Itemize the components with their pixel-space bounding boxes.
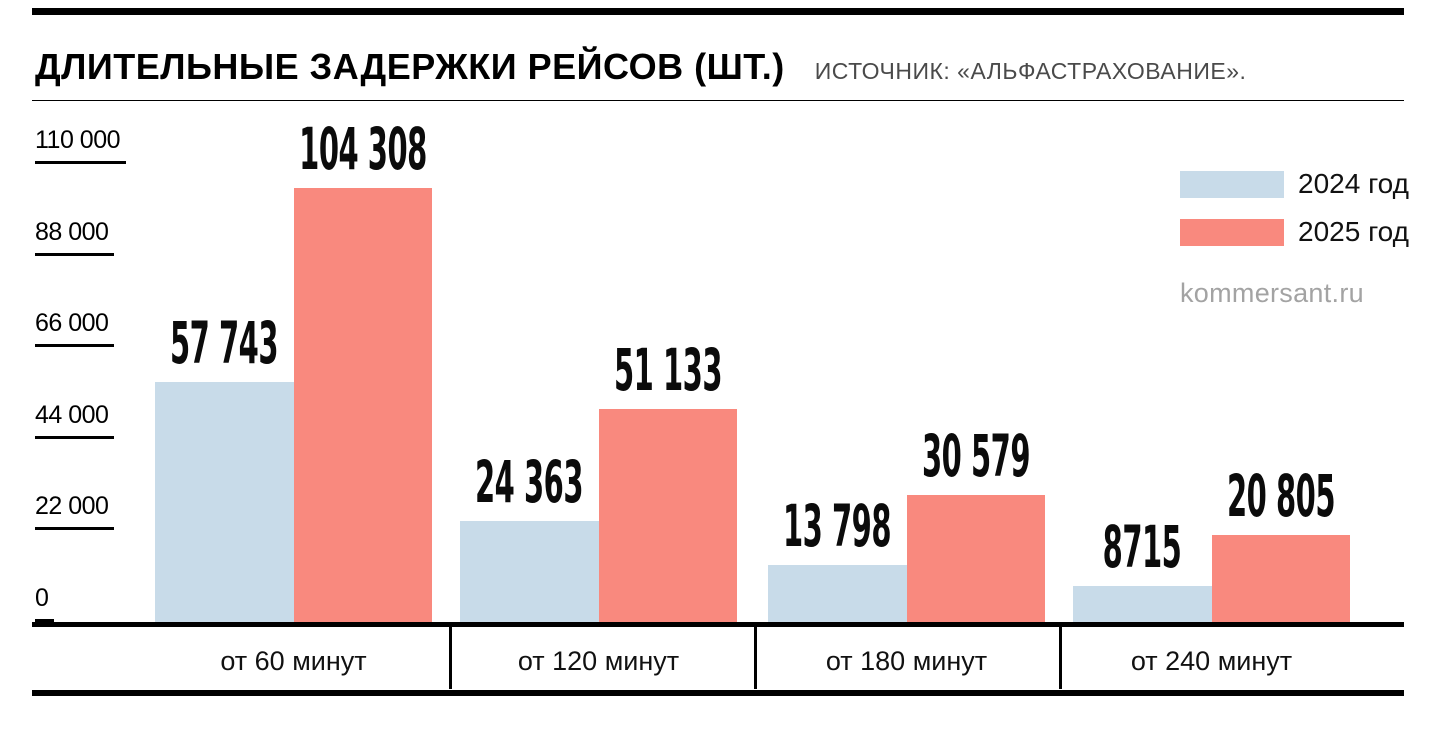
y-tick-label: 44 000 [35,401,115,439]
legend-label-2024: 2024 год [1298,168,1409,199]
bar-2024 [1073,586,1212,622]
plot-area: 57 743 104 308 24 363 51 133 13 798 30 579 871… [35,120,1405,622]
bar-column: 24 363 [460,164,599,622]
y-tick-label: 0 [35,584,55,622]
bar-group: 57 743 104 308 [155,120,432,622]
legend-swatch-2024 [1180,170,1284,198]
bar-value-label: 57 743 [170,309,279,377]
header-rule [32,100,1404,101]
category-label: от 120 минут [517,646,680,676]
bar-2025 [293,188,432,622]
legend-label-2025: 2025 год [1298,216,1409,247]
top-rule [32,8,1404,15]
chart-title: ДЛИТЕЛЬНЫЕ ЗАДЕРЖКИ РЕЙСОВ (ШТ.) [35,46,785,87]
bar-column: 13 798 [768,164,907,622]
watermark: kommersant.ru [1180,278,1364,308]
bar-2024 [768,565,907,622]
bar-value-label: 20 805 [1226,462,1335,530]
bar-group: 8715 20 805 [1073,164,1350,622]
bar-2024 [155,382,294,622]
bar-column: 57 743 [155,164,294,622]
y-tick-label: 110 000 [35,126,127,164]
legend: 2024 год 2025 год [1180,168,1409,264]
category-label: от 60 минут [220,646,367,676]
bar-2024 [460,521,599,622]
bar-value-label: 30 579 [921,422,1030,490]
bar-2025 [906,495,1045,622]
bar-group: 24 363 51 133 [460,164,737,622]
bar-value-label: 24 363 [475,448,584,516]
bar-value-label: 104 308 [298,115,427,183]
legend-row: 2024 год [1180,168,1409,200]
chart-header: ДЛИТЕЛЬНЫЕ ЗАДЕРЖКИ РЕЙСОВ (ШТ.) ИСТОЧНИК… [35,46,1246,88]
bottom-rule [32,690,1404,696]
legend-row: 2025 год [1180,216,1409,248]
y-tick-label: 22 000 [35,492,115,530]
bar-2025 [598,409,737,622]
bar-column: 104 308 [293,120,432,622]
bar-column: 30 579 [906,164,1045,622]
category-label: от 240 минут [1130,646,1293,676]
y-tick-label: 66 000 [35,309,115,347]
bar-group: 13 798 30 579 [768,164,1045,622]
bar-value-label: 51 133 [613,336,722,404]
bar-2025 [1211,535,1350,622]
category-separator [754,627,757,689]
category-label: от 180 минут [825,646,988,676]
bar-column: 8715 [1073,164,1212,622]
bar-column: 51 133 [598,164,737,622]
category-separator [1059,627,1062,689]
category-separator [449,627,452,689]
y-tick-label: 88 000 [35,218,115,256]
source-label: ИСТОЧНИК: «АЛЬФАСТРАХОВАНИЕ». [814,58,1247,84]
x-axis-line [32,622,1404,627]
bar-value-label: 13 798 [783,492,892,560]
bar-value-label: 8715 [1102,513,1182,581]
bar-column: 20 805 [1211,164,1350,622]
legend-swatch-2025 [1180,218,1284,246]
